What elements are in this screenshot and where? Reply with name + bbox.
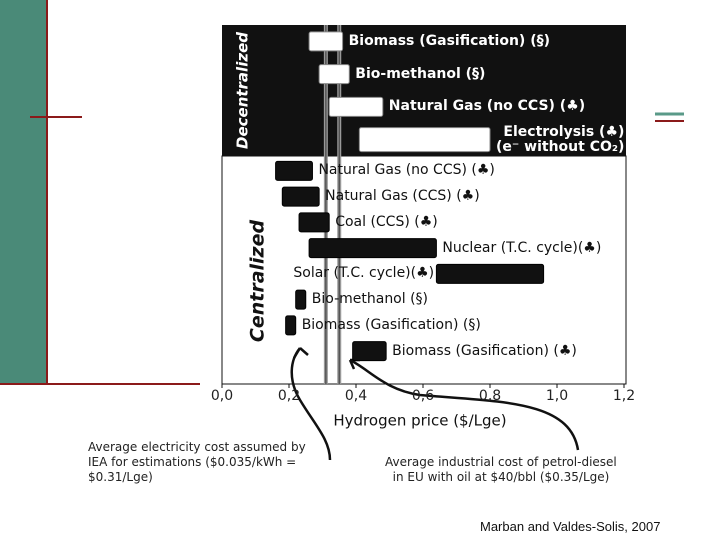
range-bar (352, 341, 387, 362)
bar-label: Biomass (Gasification) (♣) (392, 342, 577, 359)
x-tick-label: 0,4 (345, 388, 367, 404)
bar-label: Biomass (Gasification) (§) (348, 32, 550, 49)
range-bar (285, 315, 297, 336)
x-tick-label: 0,8 (479, 388, 501, 404)
source: Marban and Valdes-Solis, 2007 (480, 519, 661, 534)
annotation: Average electricity cost assumed by IEA … (88, 440, 306, 484)
range-bar (308, 238, 437, 259)
bar-label: Bio-methanol (§) (311, 291, 429, 308)
bar-label: Biomass (Gasification) (§) (301, 316, 481, 333)
group-label: Decentralized (234, 32, 252, 149)
x-tick-label: 1,2 (613, 388, 635, 404)
range-bar (295, 289, 307, 310)
range-bar (318, 64, 350, 85)
x-tick-label: 0,2 (278, 388, 300, 404)
bar-label: Solar (T.C. cycle)(♣) (293, 265, 435, 282)
range-bar (298, 212, 330, 233)
annotation-arrow (349, 358, 580, 451)
bar-label: Natural Gas (CCS) (♣) (325, 188, 480, 205)
x-tick-label: 0,0 (211, 388, 233, 404)
range-bar (328, 96, 384, 117)
x-axis-title: Hydrogen price ($/Lge) (333, 412, 506, 430)
bar-label: Electrolysis (♣) (e⁻ without CO₂) (496, 123, 625, 155)
group-label: Centralized (247, 220, 269, 343)
bar-label: Bio-methanol (§) (355, 65, 486, 82)
x-tick-label: 1,0 (546, 388, 568, 404)
bar-label: Natural Gas (no CCS) (♣) (388, 98, 586, 115)
range-bar (435, 263, 545, 284)
range-bar (281, 186, 320, 207)
bar-label: Natural Gas (no CCS) (♣) (318, 162, 495, 179)
arrow-head (292, 347, 309, 359)
range-bar (275, 160, 313, 181)
range-bar (308, 31, 344, 52)
annotation-arrow (290, 347, 332, 461)
bar-label: Coal (CCS) (♣) (335, 213, 438, 230)
bar-label: Nuclear (T.C. cycle)(♣) (442, 239, 602, 256)
x-tick-label: 0,6 (412, 388, 434, 404)
annotation: Average industrial cost of petrol-diesel… (385, 455, 617, 484)
side-band (0, 0, 47, 384)
range-bar (358, 127, 491, 153)
